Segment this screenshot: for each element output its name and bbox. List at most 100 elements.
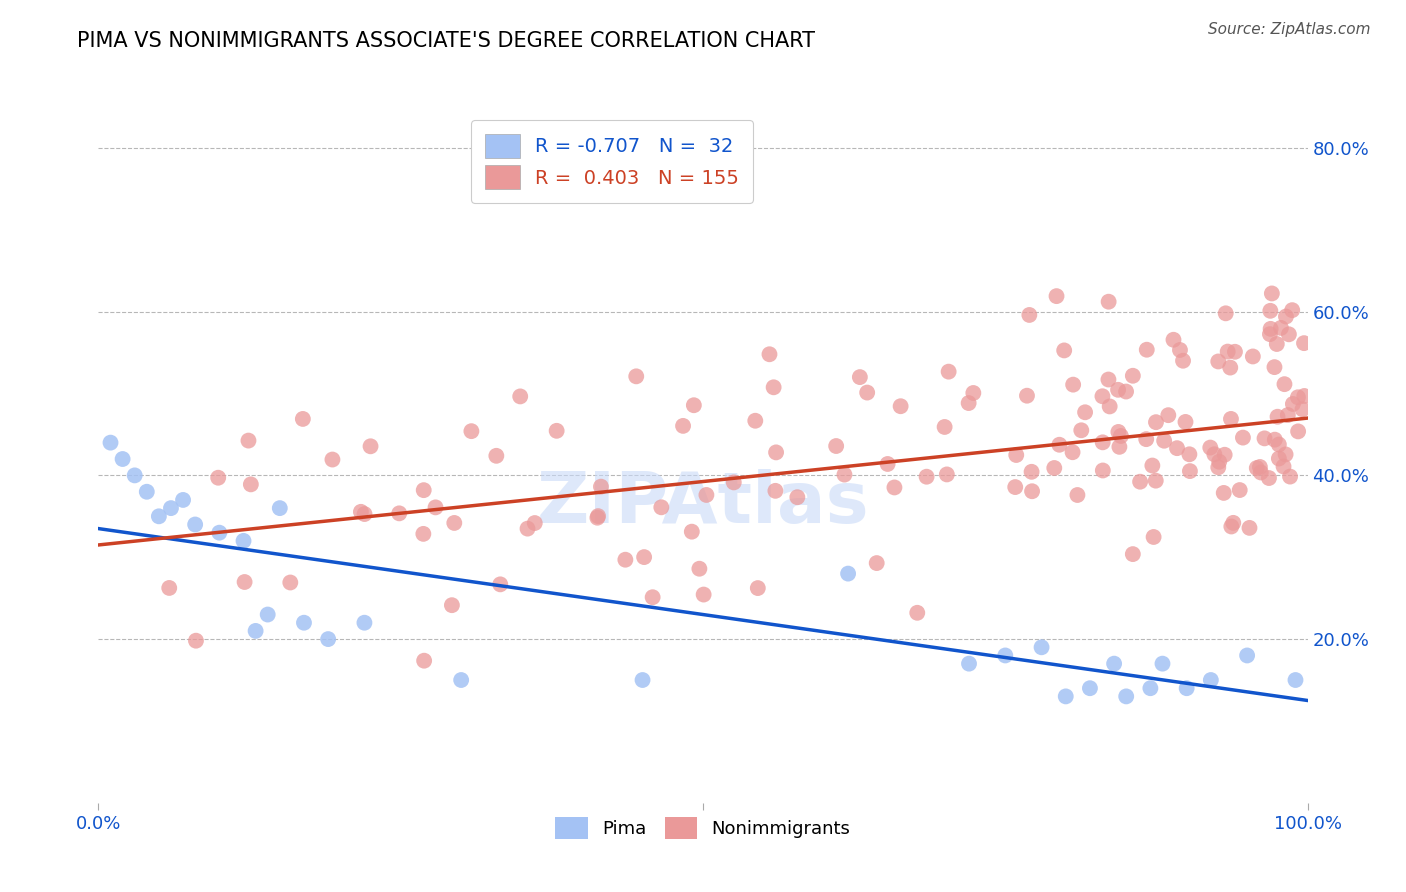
Point — [589, 480, 612, 494]
Point — [1260, 322, 1282, 336]
Point — [692, 588, 714, 602]
Point — [1292, 336, 1315, 351]
Point — [765, 445, 787, 459]
Point — [1284, 673, 1306, 687]
Point — [1108, 440, 1130, 454]
Point — [1097, 294, 1119, 309]
Point — [1107, 383, 1129, 397]
Point — [786, 490, 808, 504]
Point — [695, 488, 717, 502]
Point — [1278, 327, 1301, 342]
Point — [184, 517, 207, 532]
Point — [1212, 486, 1234, 500]
Point — [1062, 445, 1084, 459]
Point — [1129, 475, 1152, 489]
Point — [1220, 412, 1243, 426]
Point — [758, 347, 780, 361]
Point — [1204, 447, 1226, 461]
Point — [723, 475, 745, 490]
Point — [135, 484, 157, 499]
Point — [1215, 306, 1237, 320]
Point — [1265, 337, 1288, 351]
Point — [763, 483, 786, 498]
Point — [962, 386, 984, 401]
Point — [1223, 344, 1246, 359]
Point — [1199, 441, 1222, 455]
Point — [1264, 433, 1286, 447]
Point — [1206, 354, 1229, 368]
Point — [1043, 461, 1066, 475]
Point — [1005, 448, 1028, 462]
Point — [1115, 384, 1137, 399]
Point — [1253, 431, 1275, 445]
Point — [1270, 321, 1292, 335]
Point — [1178, 464, 1201, 478]
Point — [747, 581, 769, 595]
Point — [160, 501, 183, 516]
Point — [148, 509, 170, 524]
Point — [633, 550, 655, 565]
Point — [672, 418, 695, 433]
Point — [1294, 389, 1316, 403]
Point — [876, 457, 898, 471]
Point — [238, 434, 260, 448]
Point — [626, 369, 648, 384]
Point — [412, 483, 434, 498]
Point — [1277, 408, 1299, 422]
Point — [388, 506, 411, 520]
Point — [412, 527, 434, 541]
Point — [1091, 389, 1114, 403]
Point — [353, 507, 375, 521]
Point — [1275, 310, 1298, 324]
Point — [1263, 360, 1285, 375]
Point — [1091, 435, 1114, 450]
Point — [1115, 690, 1137, 704]
Point — [360, 439, 382, 453]
Point — [269, 501, 291, 516]
Point — [1208, 455, 1230, 469]
Point — [994, 648, 1017, 663]
Point — [957, 657, 980, 671]
Point — [292, 615, 315, 630]
Point — [489, 577, 512, 591]
Point — [1274, 377, 1296, 392]
Point — [1178, 447, 1201, 461]
Point — [681, 524, 703, 539]
Point — [157, 581, 180, 595]
Point — [1122, 547, 1144, 561]
Point — [350, 505, 373, 519]
Point — [509, 389, 531, 403]
Point — [1282, 397, 1305, 411]
Point — [1279, 469, 1302, 483]
Point — [1091, 463, 1114, 477]
Point — [1047, 438, 1070, 452]
Point — [440, 598, 463, 612]
Point — [1168, 343, 1191, 357]
Point — [245, 624, 267, 638]
Point — [1239, 521, 1261, 535]
Point — [184, 633, 207, 648]
Point — [1004, 480, 1026, 494]
Point — [1171, 353, 1194, 368]
Point — [1246, 461, 1268, 475]
Point — [934, 420, 956, 434]
Point — [207, 471, 229, 485]
Point — [353, 615, 375, 630]
Point — [208, 525, 231, 540]
Point — [915, 469, 938, 483]
Point — [1144, 415, 1167, 429]
Point — [1053, 343, 1076, 358]
Point — [1015, 389, 1038, 403]
Point — [256, 607, 278, 622]
Point — [1236, 648, 1258, 663]
Point — [849, 370, 872, 384]
Point — [1250, 466, 1272, 480]
Point — [957, 396, 980, 410]
Point — [935, 467, 957, 482]
Point — [1281, 303, 1303, 318]
Point — [1136, 343, 1159, 357]
Point — [586, 509, 609, 524]
Point — [1070, 423, 1092, 437]
Point — [1241, 350, 1264, 364]
Point — [650, 500, 672, 515]
